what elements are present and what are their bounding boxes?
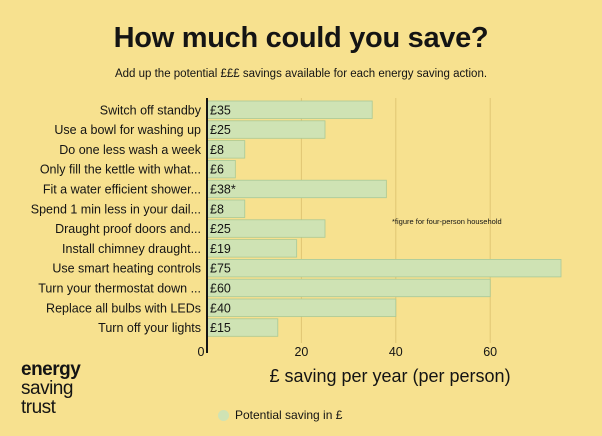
data-label-5: £8 [210, 202, 224, 216]
x-tick-label-60: 60 [483, 345, 497, 359]
logo-line-trust: trust [21, 397, 56, 418]
legend: Potential saving in £ [218, 408, 342, 422]
chart-subtitle: Add up the potential £££ savings availab… [114, 68, 488, 80]
logo-line-saving: saving [21, 378, 73, 399]
legend-label: Potential saving in £ [235, 408, 343, 422]
x-tick-label-0: 0 [198, 345, 205, 359]
category-label-6: Draught proof doors and... [55, 222, 201, 236]
category-label-2: Do one less wash a week [59, 143, 201, 157]
energy-saving-trust-logo: energy saving trust [21, 359, 81, 418]
legend-swatch [218, 409, 229, 421]
x-axis-label: £ saving per year (per person) [269, 366, 511, 386]
data-label-11: £15 [210, 321, 231, 335]
bar-9 [206, 278, 491, 298]
bar-8 [206, 258, 562, 278]
data-label-6: £25 [210, 222, 231, 236]
x-tick-label-20: 20 [294, 345, 308, 359]
data-label-4: £38* [210, 182, 236, 196]
data-label-2: £8 [210, 143, 224, 157]
data-label-1: £25 [210, 123, 231, 137]
category-label-8: Use smart heating controls [52, 262, 201, 276]
category-label-3: Only fill the kettle with what... [40, 163, 201, 177]
data-label-0: £35 [210, 103, 231, 117]
category-label-10: Replace all bulbs with LEDs [46, 301, 201, 315]
category-label-11: Turn off your lights [98, 321, 201, 335]
chart-title: How much could you save? [113, 22, 489, 54]
category-label-0: Switch off standby [100, 103, 202, 117]
logo-line-energy: energy [21, 359, 81, 380]
data-label-10: £40 [210, 301, 231, 315]
category-label-9: Turn your thermostat down ... [38, 281, 201, 295]
category-label-1: Use a bowl for washing up [54, 123, 201, 137]
data-label-7: £19 [210, 242, 231, 256]
data-label-8: £75 [210, 262, 231, 276]
bar-10 [206, 298, 397, 317]
category-label-7: Install chimney draught... [62, 242, 201, 256]
category-label-4: Fit a water efficient shower... [43, 182, 201, 196]
footnote-annotation: *figure for four-person household [392, 217, 502, 226]
bar-0 [206, 100, 373, 119]
x-tick-label-40: 40 [389, 345, 403, 359]
category-label-5: Spend 1 min less in your dail... [31, 202, 201, 216]
data-label-3: £6 [210, 163, 224, 177]
data-label-9: £60 [210, 281, 231, 295]
